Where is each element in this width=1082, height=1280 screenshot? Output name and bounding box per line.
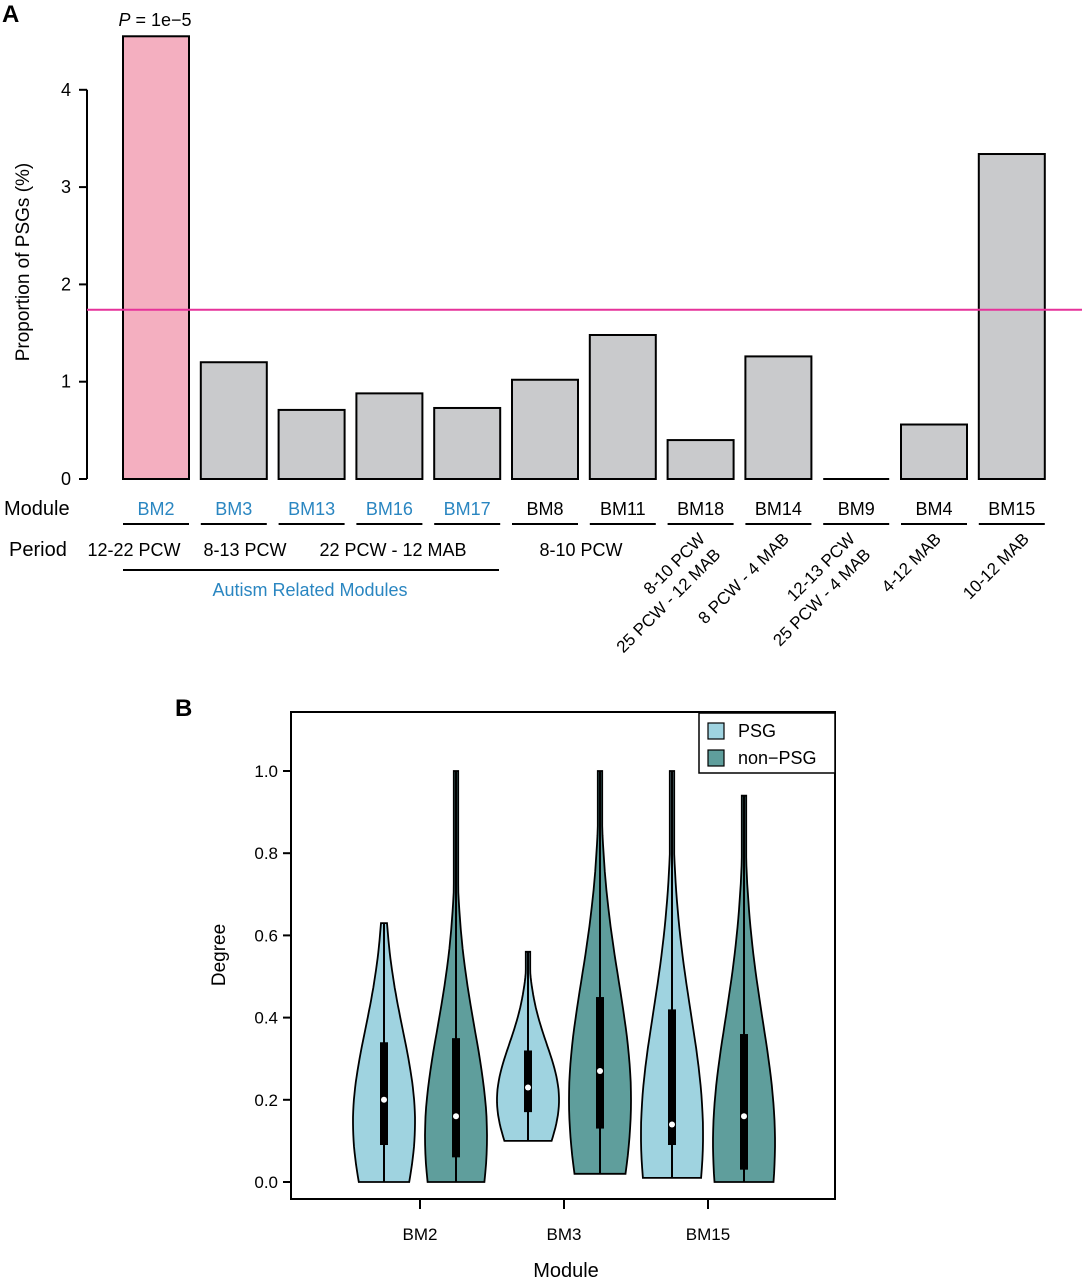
panel-b-ytick-label-0-6: 0.6 <box>254 926 278 945</box>
bar-bm8 <box>511 378 579 480</box>
legend: PSG non−PSG <box>698 712 836 774</box>
panel-b-ytick-label-0-2: 0.2 <box>254 1091 278 1110</box>
module-label-bm3: BM3 <box>215 499 252 519</box>
median-dot-bm15-psg <box>669 1121 675 1128</box>
panel-a-ytick-label-2: 2 <box>61 274 71 294</box>
module-label-bm18: BM18 <box>677 499 724 519</box>
bar-bm15 <box>977 153 1046 480</box>
median-dot-bm3-psg <box>525 1084 531 1091</box>
panel-b-ylabel: Degree <box>209 924 230 986</box>
module-label-bm2: BM2 <box>137 499 174 519</box>
autism-group-label: Autism Related Modules <box>212 580 407 600</box>
panel-a-plot: 0 1 2 3 4 BM2 BM3 BM13 BM16 BM17 BM8 BM11 BM18 BM14 BM… <box>61 35 1082 525</box>
period-label-bm4: 4-12 MAB <box>878 529 945 596</box>
module-label-bm4: BM4 <box>915 499 952 519</box>
module-label-bm9: BM9 <box>838 499 875 519</box>
period-label-autism-group: 22 PCW - 12 MAB <box>319 540 466 560</box>
bar-bm14 <box>744 355 813 481</box>
legend-swatch-psg <box>707 722 725 740</box>
panel-a-ytick-label-0: 0 <box>61 469 71 489</box>
panel-b-xtick-label-bm3: BM3 <box>547 1225 582 1244</box>
iqr-box-bm15-psg <box>668 1009 676 1146</box>
bar-bm13 <box>277 408 346 480</box>
panel-a-label: A <box>2 1 19 28</box>
module-label-bm14: BM14 <box>755 499 802 519</box>
module-label-bm13: BM13 <box>288 499 335 519</box>
bar-bm18 <box>666 439 735 480</box>
period-label-bm8-bm11: 8-10 PCW <box>539 540 622 560</box>
panel-a-ylabel: Proportion of PSGs (%) <box>13 163 34 362</box>
iqr-box-bm15-non-psg <box>740 1034 748 1170</box>
bar-bm17 <box>433 406 502 481</box>
module-row-label: Module <box>4 498 70 520</box>
period-row-label: Period <box>9 539 67 561</box>
panel-b-xlabel: Module <box>533 1260 599 1280</box>
panel-b-label: B <box>175 695 192 722</box>
panel-a-ytick-label-3: 3 <box>61 177 71 197</box>
iqr-box-bm2-psg <box>380 1042 388 1146</box>
panel-a-ytick-label-4: 4 <box>61 80 71 100</box>
period-label-bm2: 12-22 PCW <box>87 540 180 560</box>
bar-bm4 <box>900 423 968 480</box>
panel-a-ytick-label-1: 1 <box>61 372 71 392</box>
module-label-bm16: BM16 <box>366 499 413 519</box>
module-label-bm17: BM17 <box>444 499 491 519</box>
median-dot-bm15-non-psg <box>741 1113 747 1120</box>
median-dot-bm2-psg <box>381 1096 387 1103</box>
panel-b-ytick-label-0-0: 0.0 <box>254 1173 278 1192</box>
legend-label-non-psg: non−PSG <box>738 748 817 768</box>
iqr-box-bm3-non-psg <box>596 997 604 1129</box>
period-label-bm14: 8 PCW - 4 MAB <box>695 529 793 627</box>
bar-bm16 <box>355 392 424 481</box>
panel-b-xtick-label-bm2: BM2 <box>403 1225 438 1244</box>
median-dot-bm3-non-psg <box>597 1068 603 1075</box>
module-label-bm8: BM8 <box>526 499 563 519</box>
panel-b-plot: 0.0 0.2 0.4 0.6 0.8 1.0 BM2 BM3 BM15 <box>254 762 776 1244</box>
iqr-box-bm3-psg <box>524 1050 532 1113</box>
panel-b-xtick-label-bm15: BM15 <box>686 1225 730 1244</box>
legend-label-psg: PSG <box>738 721 776 741</box>
bar-bm11 <box>588 333 657 480</box>
iqr-box-bm2-non-psg <box>452 1038 460 1158</box>
panel-b-ytick-label-0-8: 0.8 <box>254 844 278 863</box>
legend-swatch-non-psg <box>707 749 725 767</box>
bar-bm3 <box>199 361 268 480</box>
panel-b-ytick-label-1-0: 1.0 <box>254 762 278 781</box>
period-label-bm15: 10-12 MAB <box>959 529 1033 603</box>
period-label-bm3: 8-13 PCW <box>203 540 286 560</box>
pvalue-annotation: P = 1e−5 <box>118 10 191 30</box>
module-label-bm11: BM11 <box>600 499 646 519</box>
panel-b-ytick-label-0-4: 0.4 <box>254 1009 278 1028</box>
module-label-bm15: BM15 <box>988 499 1035 519</box>
median-dot-bm2-non-psg <box>453 1113 459 1120</box>
bar-bm2 <box>122 35 190 480</box>
